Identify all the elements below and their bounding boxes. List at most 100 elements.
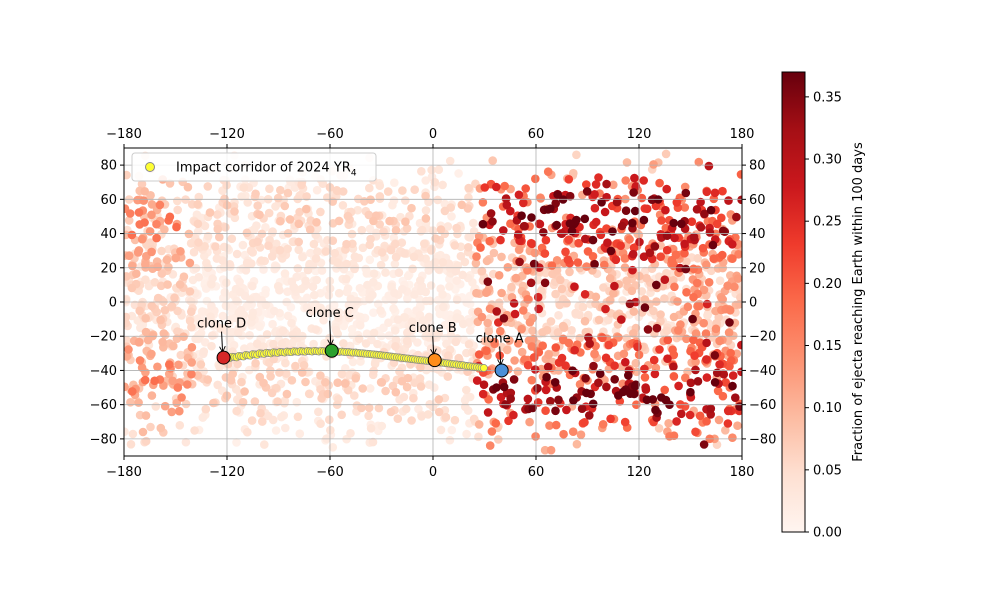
ejecta-point [209,398,218,408]
ejecta-point [612,197,622,207]
ejecta-point [141,275,150,285]
clone-label: clone C [306,306,354,321]
ejecta-point [386,245,396,255]
ejecta-point [293,412,303,422]
ejecta-point [273,281,283,291]
ejecta-point [216,323,225,333]
ejecta-point [472,288,481,298]
ejecta-point [164,262,173,272]
ejecta-point [517,211,526,220]
ejecta-point [499,382,509,392]
ejecta-point [281,369,291,378]
ejecta-point [562,405,571,415]
legend-marker [145,162,155,172]
ejecta-point [312,218,321,227]
ejecta-point [401,404,411,414]
ejecta-point [601,353,611,363]
ejecta-point [158,337,167,347]
ejecta-point [194,238,203,247]
ejecta-point [310,290,319,300]
ejecta-point [287,318,296,328]
ejecta-point [240,387,249,396]
ejecta-point [309,339,318,349]
ejecta-point [152,233,161,243]
ejecta-point [165,360,174,369]
ejecta-point [465,233,475,242]
ejecta-point [421,176,431,185]
ejecta-point [389,304,398,314]
ejecta-point [443,351,453,360]
ejecta-point [211,242,220,251]
ejecta-point [464,183,474,193]
ejecta-point [298,252,307,262]
ejecta-point [702,187,712,197]
ejecta-point [388,200,397,210]
ejecta-point [672,417,681,426]
ejecta-point [728,433,737,443]
ejecta-point [459,319,468,329]
ejecta-point [702,260,711,270]
ejecta-point [733,421,742,431]
ejecta-point [721,426,730,435]
ejecta-point [497,252,506,262]
ejecta-point [137,234,147,244]
ytick-label-right: 40 [749,227,766,242]
ejecta-point [417,225,427,235]
ejecta-point [488,156,498,165]
ejecta-point [558,321,568,331]
ejecta-point [147,210,156,220]
ejecta-point [582,262,591,271]
ejecta-point [222,278,231,288]
ejecta-point [499,314,509,323]
ejecta-point [641,385,651,394]
ejecta-point [221,301,231,311]
ejecta-point [159,329,169,338]
ejecta-point [145,227,155,236]
ejecta-point [510,356,519,365]
ejecta-point [533,275,542,285]
ejecta-point [656,252,665,261]
ejecta-point [138,427,148,437]
ejecta-point [333,329,343,339]
ytick-label-right: −80 [749,432,776,447]
ejecta-point [269,339,278,349]
ejecta-point [421,287,431,297]
ejecta-point [409,393,418,403]
ejecta-point [689,335,698,345]
ejecta-point [725,318,734,327]
ejecta-point [696,223,706,232]
ejecta-point [456,251,466,261]
ejecta-point [691,365,700,375]
ejecta-point [190,426,199,435]
ejecta-point [238,240,248,250]
ejecta-point [181,437,191,447]
ejecta-point [368,437,378,447]
ejecta-point [439,302,448,312]
ejecta-point [408,264,417,274]
ejecta-point [661,205,670,215]
ejecta-point [625,299,635,309]
ejecta-point [600,207,610,217]
ejecta-point [288,330,298,340]
ejecta-point [407,203,416,213]
ejecta-point [627,286,637,296]
ejecta-point [633,342,642,352]
ejecta-point [517,324,526,334]
ejecta-point [728,254,737,263]
ejecta-point [689,264,698,274]
ejecta-point [551,343,561,352]
ejecta-point [357,225,367,235]
ejecta-point [477,312,487,322]
ytick-label: −40 [90,364,117,379]
ejecta-point [621,206,631,215]
ejecta-point [436,225,446,234]
ejecta-point [649,306,658,316]
ejecta-point [137,179,147,189]
ejecta-point [438,290,447,299]
ejecta-point [213,210,222,219]
ejecta-point [580,214,590,224]
ejecta-point [552,220,561,230]
ejecta-point [266,372,275,381]
xtick-label: 0 [429,465,437,480]
ejecta-point [147,301,157,311]
